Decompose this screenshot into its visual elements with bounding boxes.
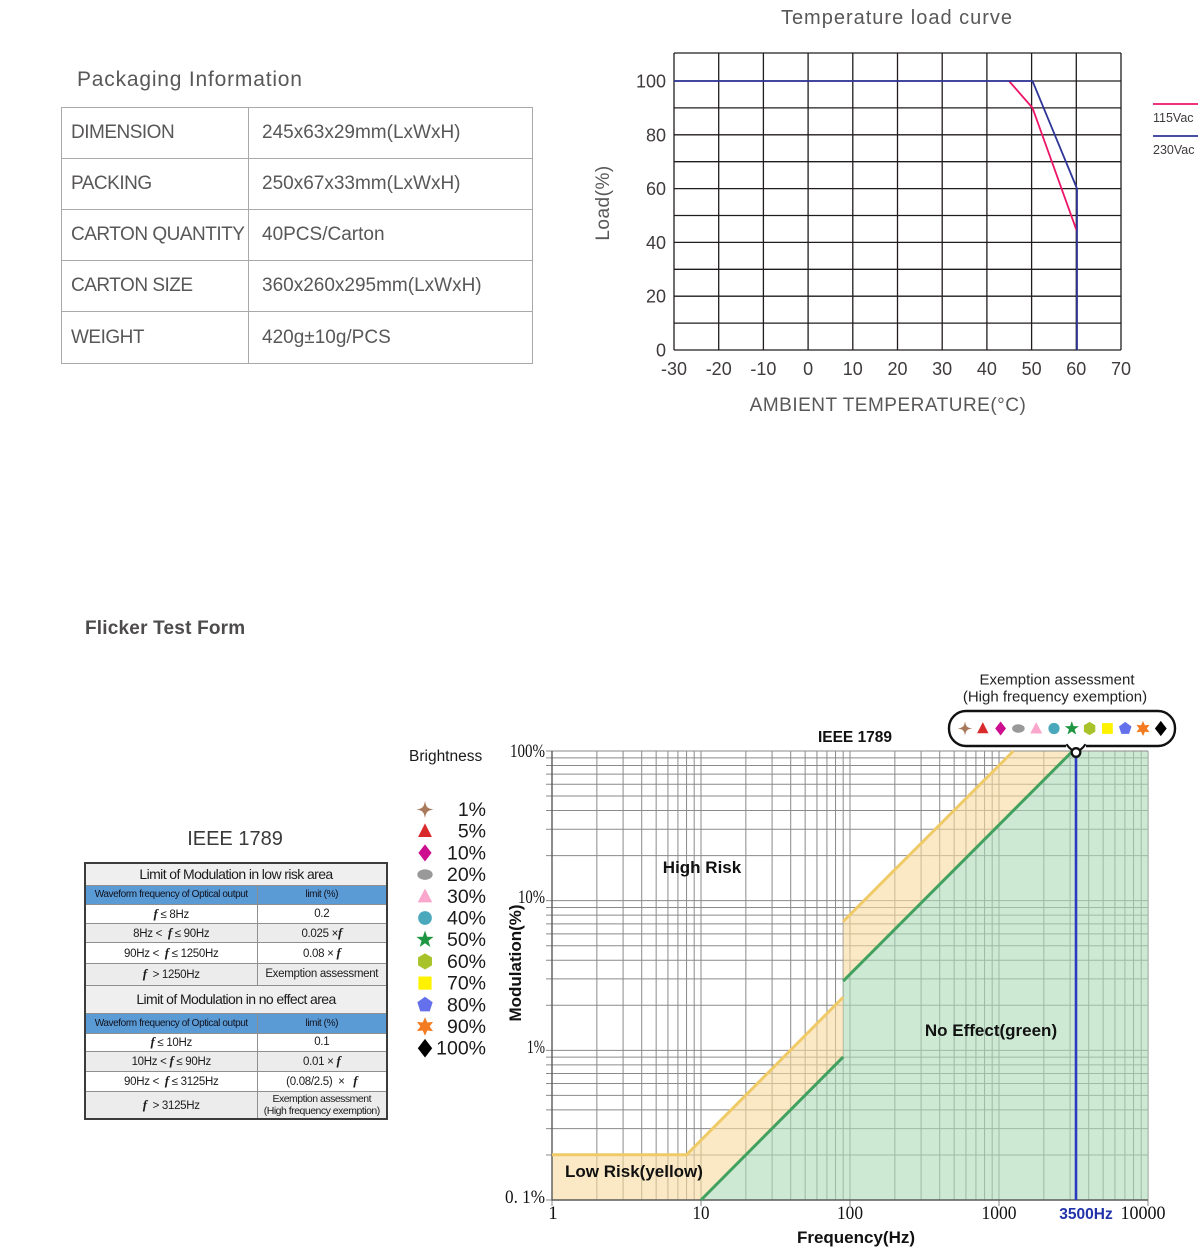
svg-text:70%: 70% xyxy=(447,973,486,995)
svg-text:60: 60 xyxy=(1066,359,1086,379)
svg-text:Load(%): Load(%) xyxy=(593,165,614,240)
svg-text:100%: 100% xyxy=(436,1038,486,1060)
svg-text:Frequency(Hz): Frequency(Hz) xyxy=(797,1228,915,1247)
svg-text:3500Hz: 3500Hz xyxy=(1059,1206,1113,1223)
svg-text:-10: -10 xyxy=(750,359,776,379)
svg-text:5%: 5% xyxy=(458,821,486,843)
svg-text:Temperature load curve: Temperature load curve xyxy=(781,7,1013,29)
svg-text:High Risk: High Risk xyxy=(663,858,742,877)
svg-text:10: 10 xyxy=(843,359,863,379)
svg-text:20: 20 xyxy=(646,287,666,307)
svg-text:40: 40 xyxy=(646,233,666,253)
svg-text:20: 20 xyxy=(887,359,907,379)
svg-text:Modulation(%): Modulation(%) xyxy=(506,904,525,1021)
svg-text:AMBIENT TEMPERATURE(°C): AMBIENT TEMPERATURE(°C) xyxy=(750,395,1027,416)
svg-text:(High frequency exemption): (High frequency exemption) xyxy=(963,689,1147,706)
svg-text:10: 10 xyxy=(693,1203,710,1224)
svg-text:-20: -20 xyxy=(706,359,732,379)
svg-text:80: 80 xyxy=(646,125,666,145)
svg-text:10000: 10000 xyxy=(1121,1203,1166,1224)
svg-text:0: 0 xyxy=(803,359,813,379)
svg-text:10%: 10% xyxy=(518,887,545,908)
svg-text:100: 100 xyxy=(837,1203,863,1224)
svg-text:Brightness: Brightness xyxy=(409,748,482,765)
svg-text:1: 1 xyxy=(548,1203,558,1224)
svg-text:40: 40 xyxy=(977,359,997,379)
svg-text:90%: 90% xyxy=(447,1016,486,1038)
svg-text:20%: 20% xyxy=(447,864,486,886)
svg-text:0. 1%: 0. 1% xyxy=(505,1187,545,1208)
svg-text:70: 70 xyxy=(1111,359,1131,379)
svg-text:50%: 50% xyxy=(447,929,486,951)
svg-text:1%: 1% xyxy=(527,1037,545,1058)
svg-text:40%: 40% xyxy=(447,908,486,930)
svg-text:10%: 10% xyxy=(447,842,486,864)
svg-text:100%: 100% xyxy=(510,741,545,762)
svg-text:100: 100 xyxy=(636,72,666,92)
svg-text:30: 30 xyxy=(932,359,952,379)
svg-text:0: 0 xyxy=(656,341,666,361)
svg-text:IEEE 1789: IEEE 1789 xyxy=(818,729,892,746)
svg-text:-30: -30 xyxy=(661,359,687,379)
svg-text:30%: 30% xyxy=(447,886,486,908)
svg-text:230Vac: 230Vac xyxy=(1153,143,1194,157)
svg-text:50: 50 xyxy=(1022,359,1042,379)
svg-text:60: 60 xyxy=(646,179,666,199)
svg-text:Low Risk(yellow): Low Risk(yellow) xyxy=(565,1162,703,1181)
svg-text:Exemption assessment: Exemption assessment xyxy=(979,672,1135,689)
svg-text:60%: 60% xyxy=(447,951,486,973)
svg-text:1000: 1000 xyxy=(982,1203,1017,1224)
svg-text:1%: 1% xyxy=(458,799,486,821)
svg-text:80%: 80% xyxy=(447,994,486,1016)
svg-text:115Vac: 115Vac xyxy=(1153,111,1194,125)
svg-text:No Effect(green): No Effect(green) xyxy=(925,1021,1057,1040)
